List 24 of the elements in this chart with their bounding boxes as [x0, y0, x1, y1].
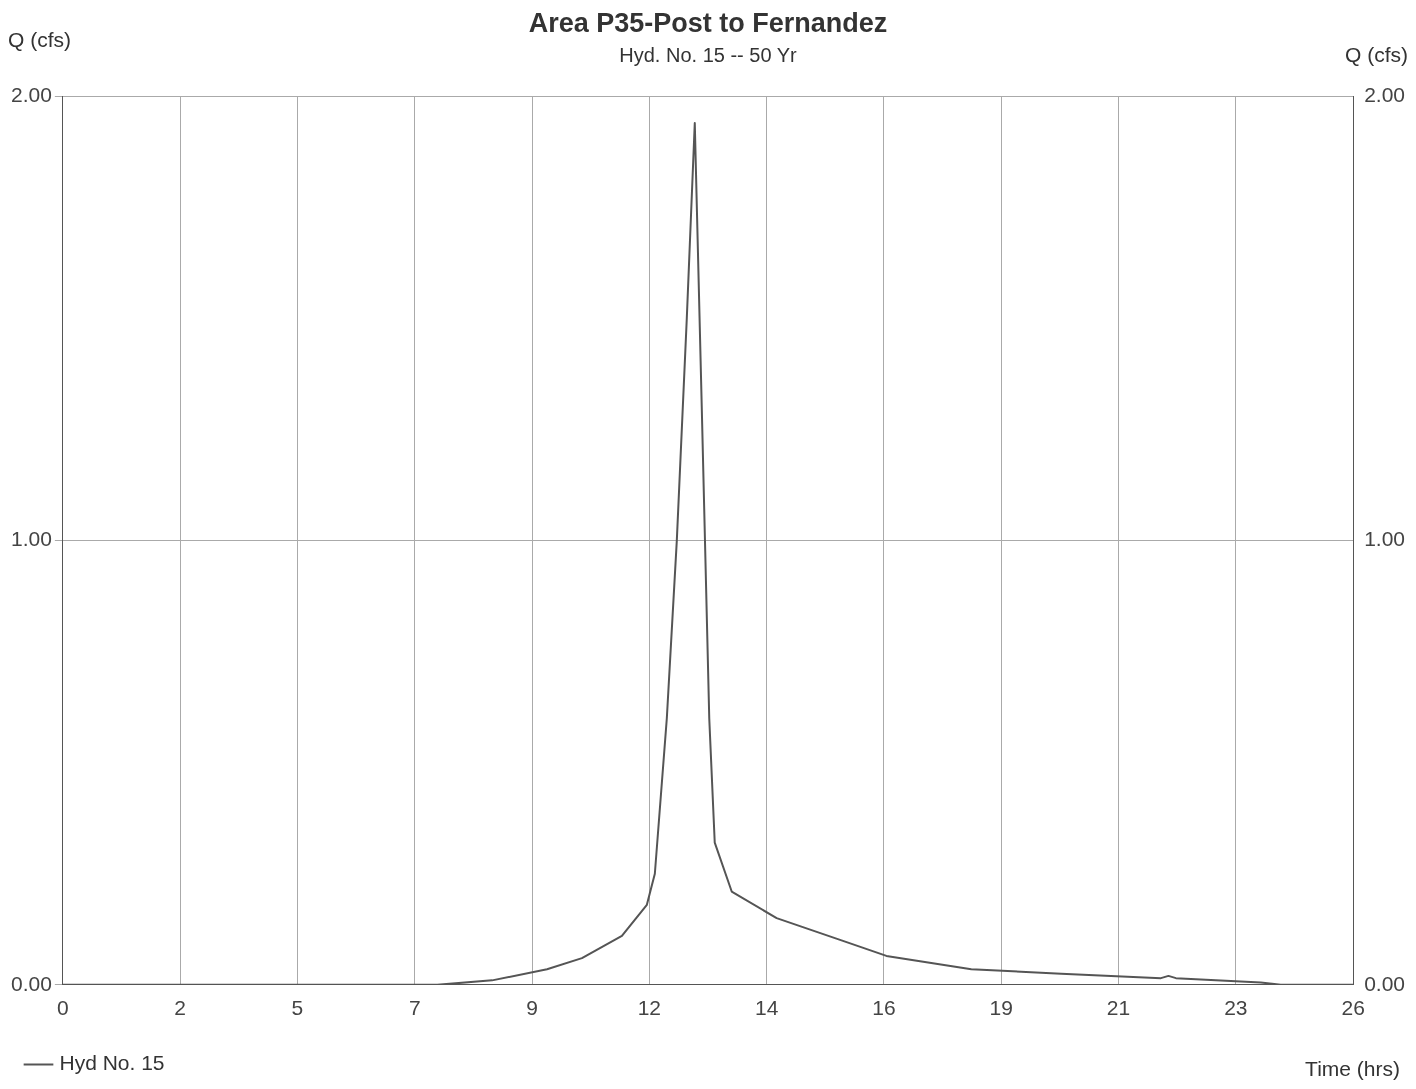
y-axis-title: Q (cfs): [8, 27, 71, 51]
legend-label: Hyd No. 15: [59, 1051, 165, 1075]
x-tick-label: 23: [1224, 996, 1248, 1020]
x-tick-label: 2: [174, 996, 187, 1020]
y-tick-label: 2.00: [11, 83, 52, 107]
x-tick-label: 7: [408, 996, 421, 1020]
x-axis-title: Time (hrs): [1305, 1057, 1400, 1081]
x-tick-label: 9: [526, 996, 538, 1020]
x-tick-label: 12: [637, 996, 662, 1020]
x-tick-label: 5: [291, 996, 304, 1020]
y-tick-label: 0.00: [11, 971, 52, 995]
y2-tick-label: 0.00: [1364, 971, 1405, 995]
chart-title: Area P35-Post to Fernandez: [528, 7, 888, 38]
y2-axis-title: Q (cfs): [1345, 42, 1408, 66]
x-tick-label: 16: [872, 996, 896, 1020]
chart-subtitle: Hyd. No. 15 -- 50 Yr: [619, 43, 798, 66]
x-tick-label: 19: [989, 996, 1013, 1020]
x-tick-label: 21: [1106, 996, 1131, 1020]
y-tick-label: 1.00: [11, 527, 52, 551]
y2-tick-label: 2.00: [1364, 83, 1405, 107]
y2-tick-label: 1.00: [1364, 527, 1405, 551]
x-tick-label: 0: [57, 996, 69, 1020]
x-tick-label: 14: [754, 996, 779, 1020]
x-tick-label: 26: [1341, 996, 1365, 1020]
